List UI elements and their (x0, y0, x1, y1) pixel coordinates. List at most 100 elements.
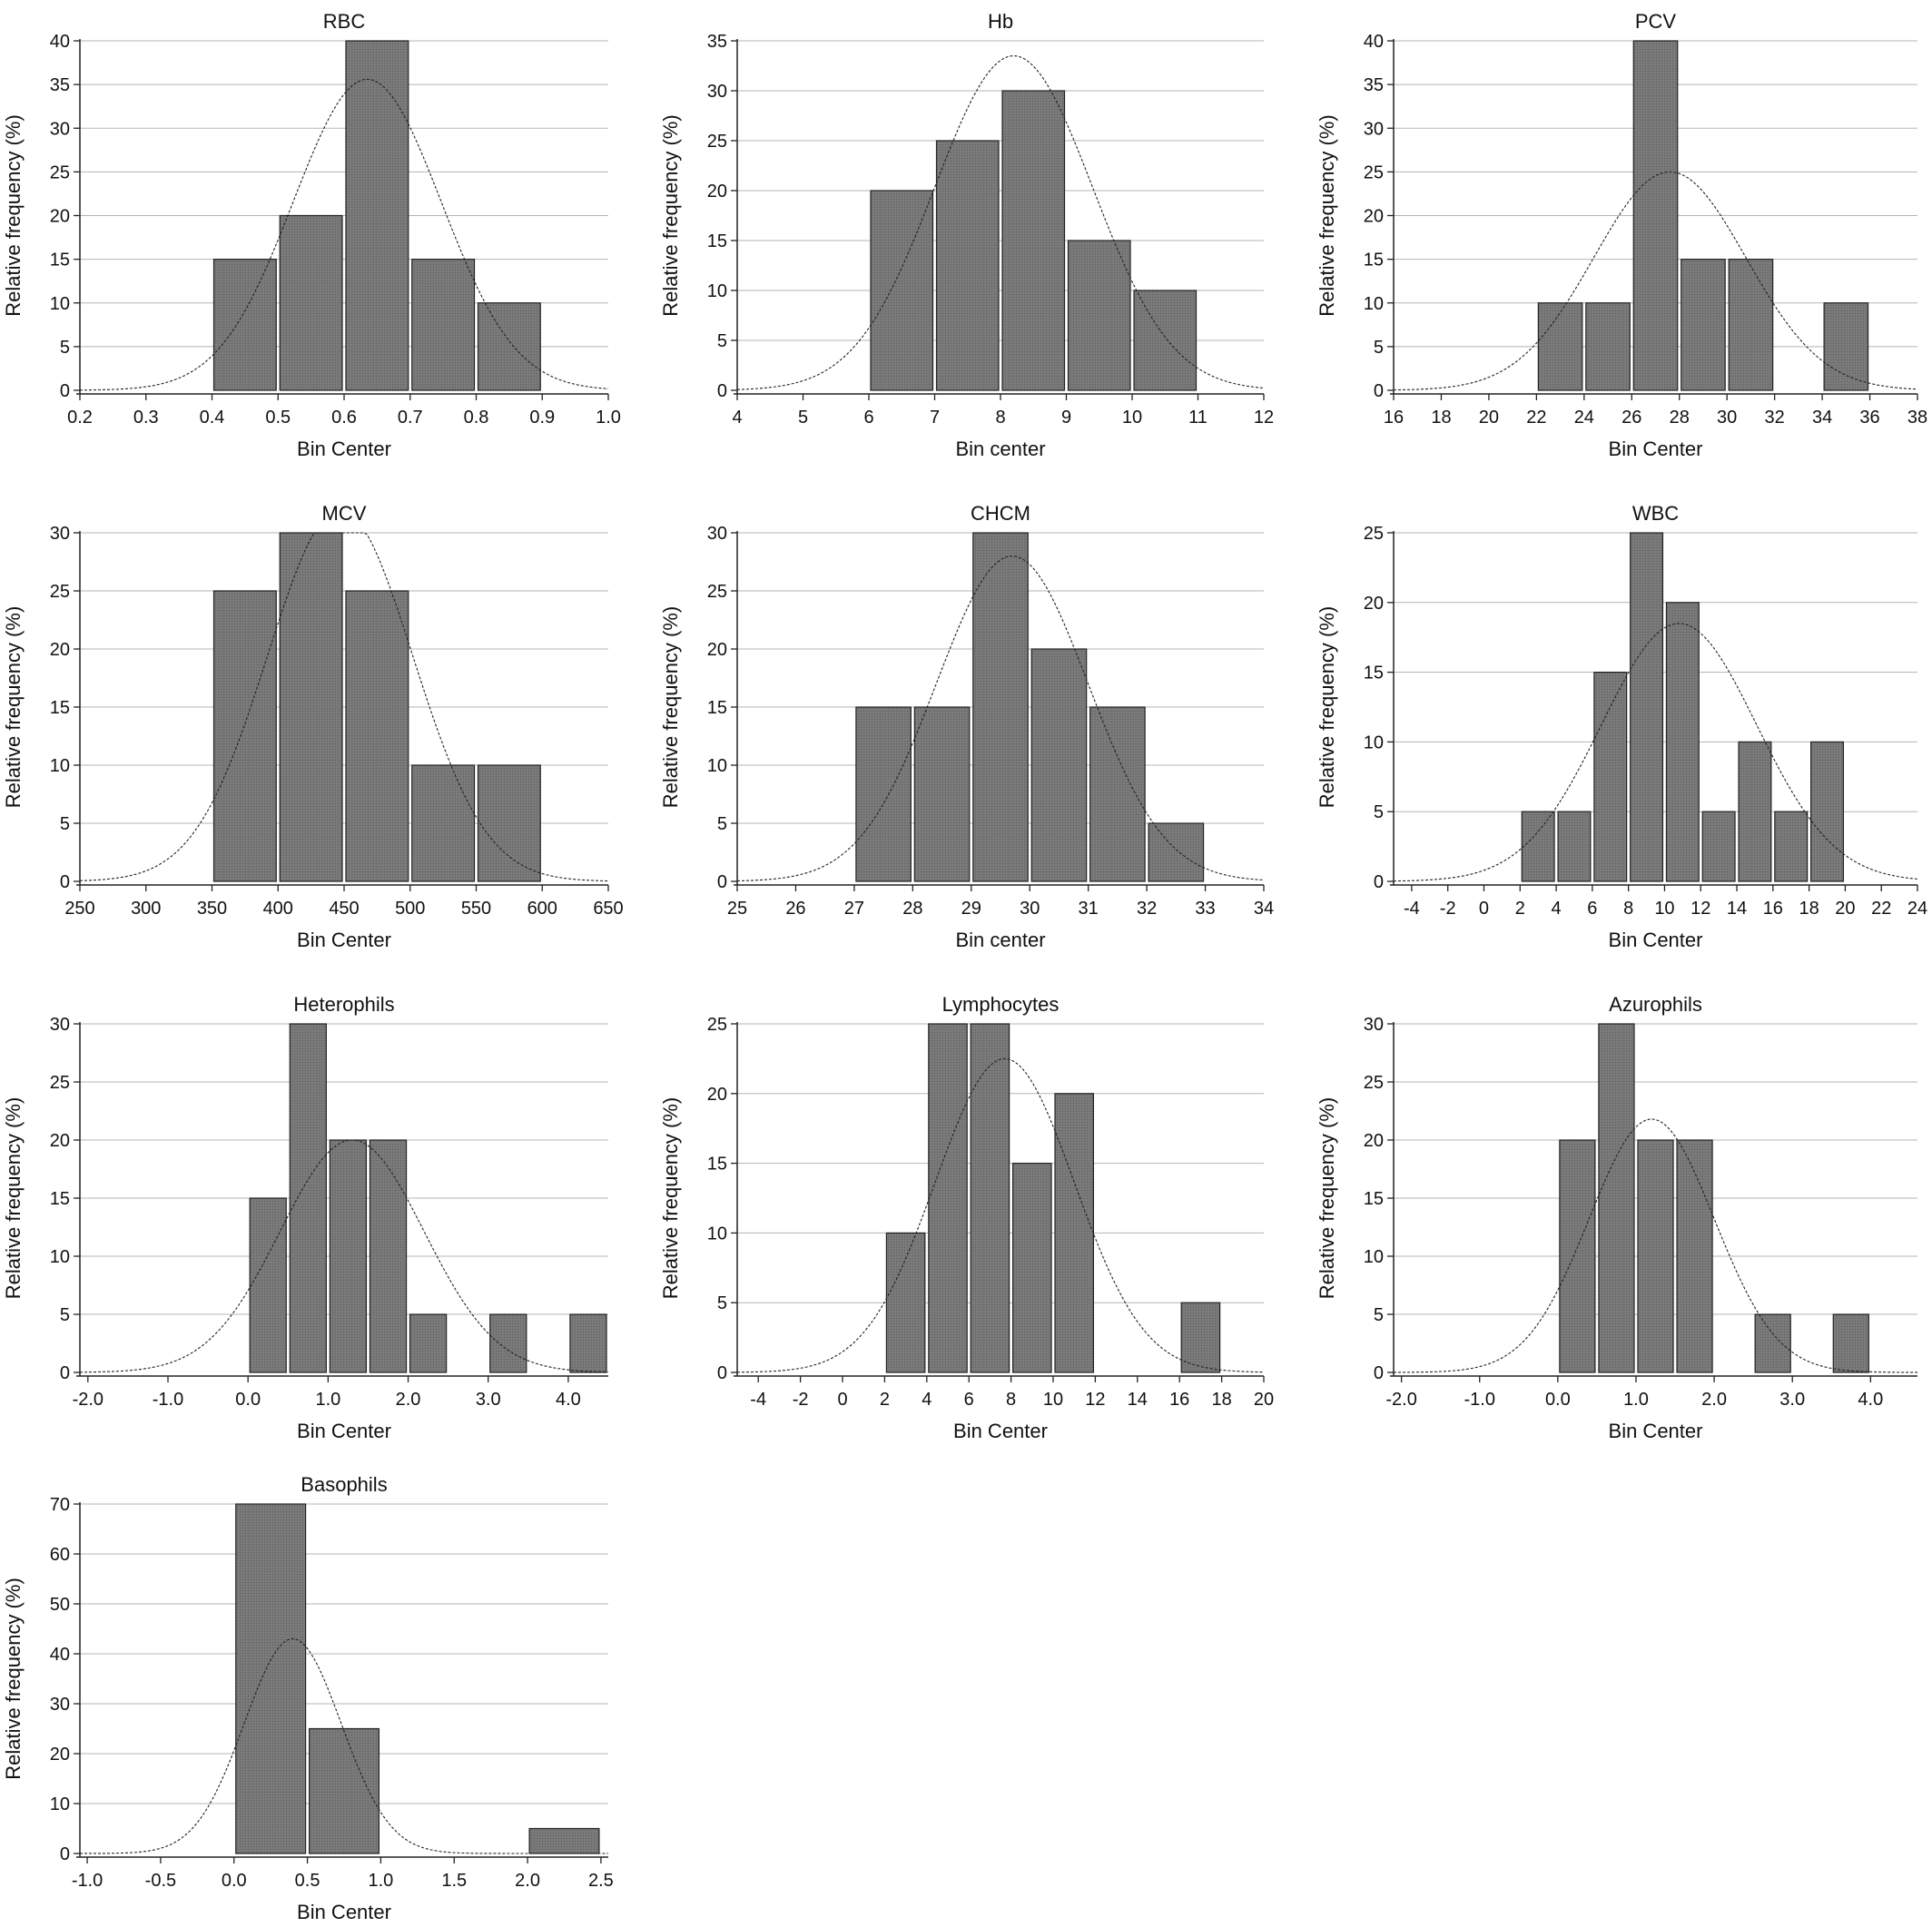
y-axis-label: Relative frequency (%) (659, 1097, 682, 1300)
histogram-bar (1089, 706, 1146, 882)
y-tick-label: 10 (707, 1224, 727, 1244)
y-tick-label: 40 (1364, 32, 1384, 52)
x-tick-label: 0 (1479, 899, 1489, 919)
x-tick-label: 28 (902, 899, 922, 919)
x-tick-label: 0.7 (398, 408, 423, 428)
y-axis-label: Relative frequency (%) (1316, 606, 1338, 809)
x-tick-label: 3.0 (476, 1390, 501, 1410)
x-tick-label: 400 (263, 899, 293, 919)
x-tick-label: 0.8 (464, 408, 489, 428)
y-tick-label: 0 (1374, 872, 1384, 892)
panel-pcv: 0 5 10 15 20 25 30 35 40 16 18 20 22 24 26 28 30 32 34 36 38… (1316, 10, 1927, 460)
histogram-bar (489, 1313, 527, 1373)
histogram-bar (569, 1313, 607, 1373)
y-tick-label: 15 (707, 231, 727, 251)
x-tick-label: 26 (785, 899, 805, 919)
y-tick-label: 10 (707, 756, 727, 776)
x-tick-label: 0.2 (67, 408, 93, 428)
histogram-bar (1180, 1302, 1221, 1373)
x-tick-label: 0.5 (295, 1871, 320, 1891)
y-tick-label: 15 (50, 251, 70, 270)
histogram-bar (1559, 1139, 1596, 1373)
normal-fit-curve (1393, 623, 1918, 882)
y-tick-label: 5 (60, 338, 70, 358)
x-axis-label: Bin Center (297, 1901, 391, 1923)
histogram-bar (1521, 811, 1555, 882)
x-tick-label: 2 (1515, 899, 1525, 919)
y-tick-label: 0 (60, 1844, 70, 1864)
x-tick-label: -2 (1440, 899, 1456, 919)
y-tick-label: 30 (50, 119, 70, 139)
x-tick-label: 9 (1061, 408, 1071, 428)
x-tick-label: 1.0 (596, 408, 621, 428)
x-tick-label: -1.0 (72, 1871, 103, 1891)
x-tick-label: 31 (1079, 899, 1099, 919)
y-tick-label: 0 (1374, 381, 1384, 401)
y-tick-label: 5 (60, 1305, 70, 1325)
x-tick-label: 16 (1384, 408, 1404, 428)
y-tick-label: 0 (60, 381, 70, 401)
y-tick-label: 20 (50, 640, 70, 660)
histogram-bar (935, 140, 1000, 391)
histogram-bar (409, 1313, 448, 1373)
x-tick-label: 0.5 (265, 408, 291, 428)
y-axis-label: Relative frequency (%) (2, 1097, 25, 1300)
x-tick-label: -4 (750, 1390, 766, 1410)
histogram-bar (212, 590, 277, 882)
x-tick-label: 12 (1254, 408, 1274, 428)
x-tick-label: 6 (863, 408, 873, 428)
y-tick-label: 5 (717, 1293, 727, 1313)
histogram-bar (1810, 741, 1845, 882)
x-tick-label: 0.0 (235, 1390, 261, 1410)
x-tick-label: 14 (1128, 1390, 1148, 1410)
panel-azurophils: 0 5 10 15 20 25 30 -2.0 -1.0 0.0 1.0 2.0 3.0 4.0 Azuro… (1316, 993, 1918, 1442)
x-axis-label: Bin Center (1609, 929, 1703, 951)
histogram-bar (1754, 1313, 1791, 1373)
x-tick-label: 5 (798, 408, 808, 428)
y-tick-label: 50 (50, 1595, 70, 1615)
x-tick-label: 18 (1431, 408, 1451, 428)
x-tick-label: 0.6 (331, 408, 357, 428)
y-tick-label: 10 (1364, 294, 1384, 314)
histogram-bar (1728, 259, 1774, 391)
x-tick-label: -2.0 (1385, 1390, 1416, 1410)
x-tick-label: -1.0 (153, 1390, 183, 1410)
x-tick-label: 22 (1871, 899, 1891, 919)
x-tick-label: 8 (995, 408, 1005, 428)
y-tick-label: 0 (717, 381, 727, 401)
x-tick-label: 18 (1211, 1390, 1231, 1410)
histogram-bar (289, 1023, 327, 1373)
y-tick-label: 15 (50, 698, 70, 718)
histogram-bar (1681, 259, 1726, 391)
y-tick-label: 40 (50, 32, 70, 52)
x-tick-label: 12 (1690, 899, 1710, 919)
y-tick-label: 15 (1364, 251, 1384, 270)
panel-title: RBC (323, 10, 366, 33)
x-tick-label: 25 (727, 899, 747, 919)
histogram-bar (885, 1232, 926, 1373)
x-tick-label: 0.4 (200, 408, 225, 428)
y-tick-label: 15 (1364, 664, 1384, 683)
histogram-bar (913, 706, 971, 882)
x-tick-label: 33 (1195, 899, 1215, 919)
x-tick-label: 2.5 (588, 1871, 614, 1891)
x-axis-label: Bin Center (953, 1420, 1048, 1442)
x-tick-label: 2.0 (515, 1871, 540, 1891)
x-tick-label: 18 (1799, 899, 1819, 919)
y-tick-label: 20 (1364, 207, 1384, 227)
x-tick-label: 2.0 (1701, 1390, 1727, 1410)
y-tick-label: 25 (50, 582, 70, 602)
y-tick-label: 0 (60, 872, 70, 892)
normal-fit-curve (1393, 1118, 1918, 1373)
x-tick-label: 500 (395, 899, 425, 919)
normal-fit-curve (80, 1638, 608, 1854)
x-tick-label: 20 (1479, 408, 1499, 428)
x-tick-label: 4 (922, 1390, 932, 1410)
histogram-bar (1133, 290, 1198, 391)
histogram-bar (1557, 811, 1592, 882)
y-tick-label: 0 (60, 1363, 70, 1383)
histogram-bar (1630, 532, 1664, 882)
panel-basophils: 0 10 20 30 40 50 60 70 -1.0 -0.5 0.0 0.5 1.0 1.5 2.0 2.… (2, 1473, 614, 1923)
